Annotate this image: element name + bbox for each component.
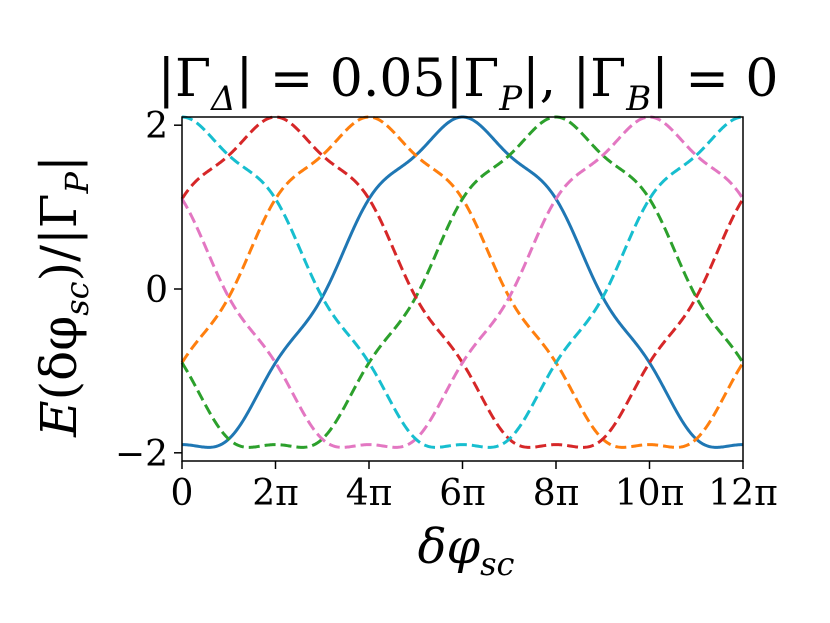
y-tick-label: 2 [145,106,168,147]
plot-frame [181,116,744,462]
x-tick-label: 10π [615,473,684,514]
x-tick-label: 2π [252,473,299,514]
series-line-s0 [181,115,744,449]
y-tick-label: 0 [145,270,168,311]
series-line-s4 [180,115,745,449]
x-tick-label: 12π [708,473,777,514]
x-tick-label: 4π [346,473,393,514]
series-line-s1 [180,115,745,449]
series-line-s2 [180,115,745,449]
y-tick-label: −2 [115,434,168,475]
series-line-s5 [181,115,744,449]
x-tick-label: 8π [533,473,580,514]
x-ticks: 0 2π 4π 6π 8π 10π 12π [171,461,778,514]
plot-lines [180,115,745,449]
chart-title: |ΓΔ| = 0.05|ΓP|, |ΓB| = 0 [157,49,778,119]
y-ticks: −2 0 2 [115,106,182,475]
x-axis-label: δφsc [418,519,515,583]
x-tick-label: 0 [171,473,194,514]
series-line-s3 [180,115,745,449]
y-axis-label: E(δφsc)/|ΓP| [30,155,96,438]
x-tick-label: 6π [439,473,486,514]
